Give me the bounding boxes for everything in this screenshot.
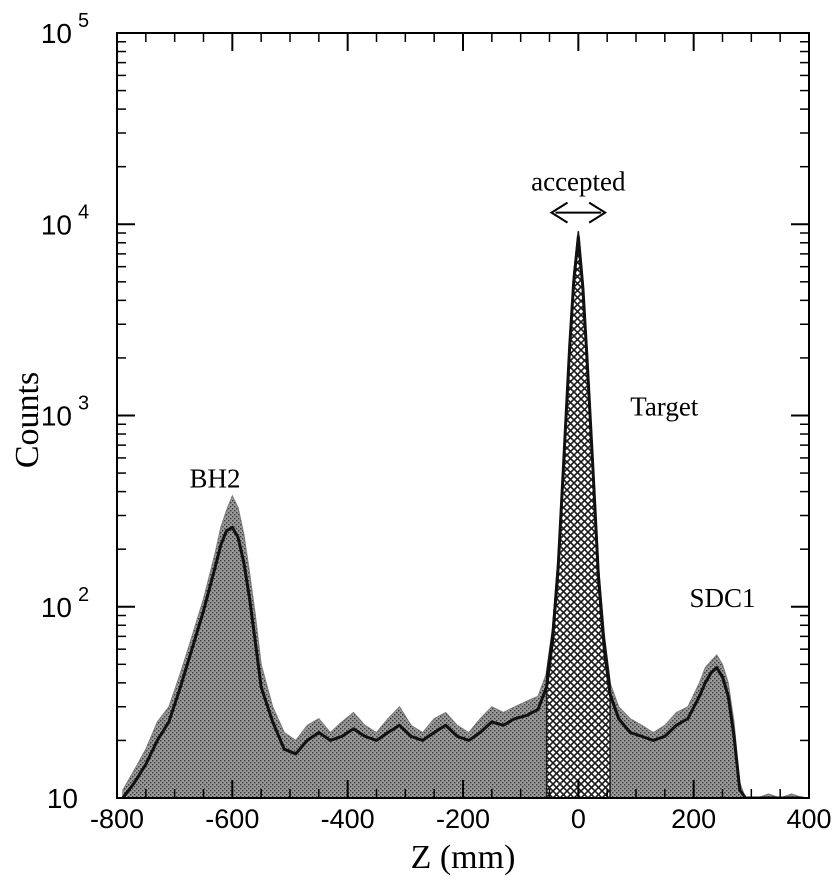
accepted-arrow-right-head [588, 201, 608, 224]
x-tick-label: 200 [671, 804, 716, 834]
y-tick-exponent: 2 [78, 584, 89, 606]
target-hatched-peak [545, 231, 611, 798]
y-tick-label: 10 [41, 18, 72, 49]
shaded-area [122, 231, 804, 798]
x-tick-label: 400 [786, 804, 831, 834]
y-tick-label: 10 [41, 401, 72, 432]
y-tick-exponent: 4 [78, 201, 89, 223]
accepted-range-arrow [549, 201, 608, 224]
smoothed-line-series [121, 235, 804, 798]
x-axis-ticks: -800 -600 -400 -200 0 200 400 [90, 33, 832, 834]
accepted-arrow-left-head [549, 201, 569, 224]
series-line [121, 235, 804, 798]
y-tick-exponent: 5 [78, 10, 89, 32]
plot-area [121, 231, 804, 798]
y-axis-label: Counts [9, 372, 46, 468]
x-tick-label: -800 [90, 804, 144, 834]
annotations: accepted Target BH2 SDC1 [190, 167, 756, 613]
x-tick-label: -600 [205, 804, 259, 834]
x-tick-label: -400 [321, 804, 375, 834]
y-tick-exponent: 3 [78, 393, 89, 415]
target-peak-area [545, 231, 611, 798]
shaded-histogram-series [122, 231, 804, 798]
x-axis-label: Z (mm) [411, 839, 516, 876]
x-tick-label: -200 [436, 804, 490, 834]
y-tick-label: 10 [47, 783, 78, 814]
y-axis-ticks: 10 10 2 10 3 10 4 10 5 [41, 10, 809, 814]
annotation-bh2: BH2 [190, 464, 241, 494]
annotation-target: Target [630, 392, 699, 422]
x-tick-label: 0 [571, 804, 586, 834]
y-tick-label: 10 [41, 592, 72, 623]
y-tick-label: 10 [41, 209, 72, 240]
annotation-accepted: accepted [531, 167, 626, 197]
annotation-sdc1: SDC1 [689, 583, 755, 613]
